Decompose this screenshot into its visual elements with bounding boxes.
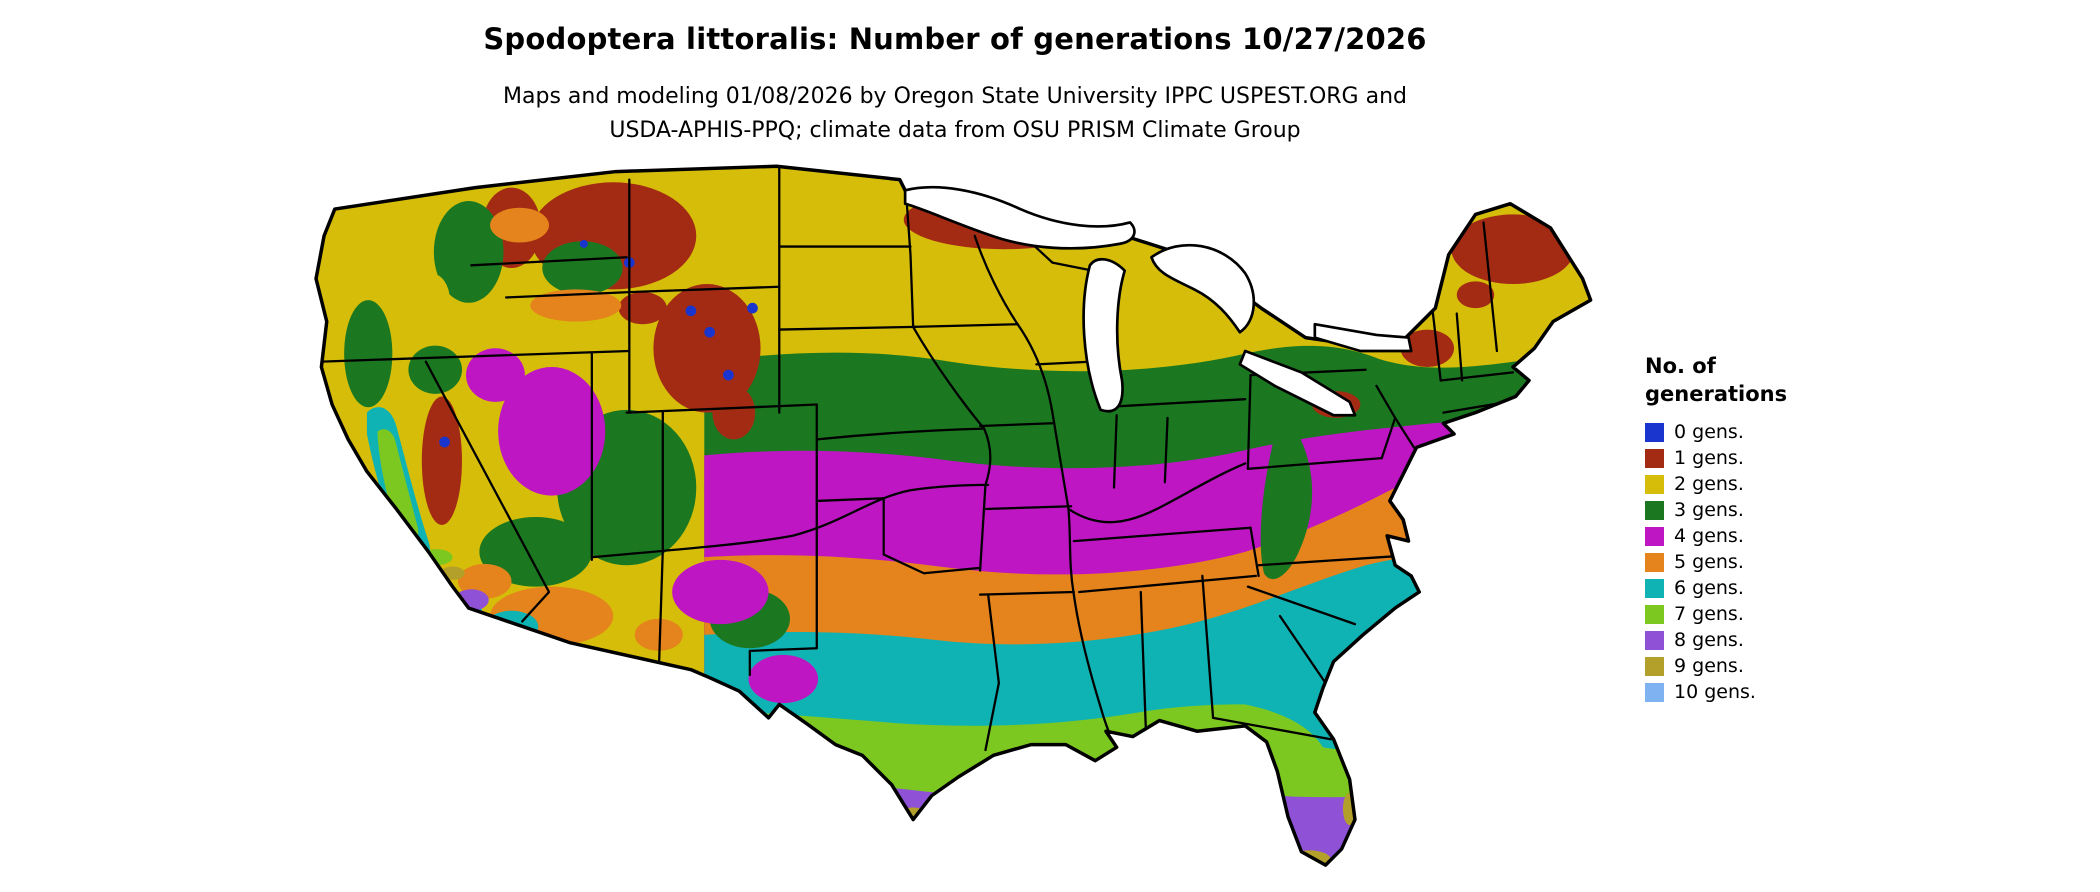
legend-label-1: 1 gens. — [1674, 447, 1744, 469]
lake-michigan — [1082, 258, 1127, 413]
state-borders — [317, 166, 1515, 752]
great-lakes — [903, 185, 1413, 417]
zone-appalachians-3-gens — [1260, 420, 1313, 580]
legend-item-6: 6 gens. — [1645, 578, 1865, 598]
legend-swatch-0 — [1645, 422, 1664, 442]
legend-swatch-1 — [1645, 448, 1664, 468]
legend-swatch-4 — [1645, 526, 1664, 546]
legend: No. of generations 0 gens. 1 gens. 2 gens.… — [1645, 352, 1865, 708]
legend-title: No. of generations — [1645, 352, 1865, 408]
zone-blobs-0-gens — [439, 239, 758, 448]
legend-swatch-3 — [1645, 500, 1664, 520]
zone-blobs-10-gens — [1267, 868, 1304, 879]
page-title: Spodoptera littoralis: Number of generat… — [483, 22, 1427, 56]
us-generations-map — [308, 150, 1600, 880]
legend-item-4: 4 gens. — [1645, 526, 1865, 546]
lake-erie — [1238, 349, 1357, 417]
legend-label-9: 9 gens. — [1674, 655, 1744, 677]
legend-label-3: 3 gens. — [1674, 499, 1744, 521]
legend-item-5: 5 gens. — [1645, 552, 1865, 572]
legend-label-2: 2 gens. — [1674, 473, 1744, 495]
legend-swatch-10 — [1645, 682, 1664, 702]
legend-swatch-7 — [1645, 604, 1664, 624]
zone-8-gens-band — [704, 779, 1591, 866]
legend-label-10: 10 gens. — [1674, 681, 1756, 703]
legend-title-line1: No. of — [1645, 354, 1716, 378]
legend-item-0: 0 gens. — [1645, 422, 1865, 442]
legend-item-7: 7 gens. — [1645, 604, 1865, 624]
subtitle-line2: USDA-APHIS-PPQ; climate data from OSU PR… — [609, 118, 1301, 143]
legend-item-10: 10 gens. — [1645, 682, 1865, 702]
legend-swatch-2 — [1645, 474, 1664, 494]
legend-item-8: 8 gens. — [1645, 630, 1865, 650]
legend-swatch-5 — [1645, 552, 1664, 572]
subtitle: Maps and modeling 01/08/2026 by Oregon S… — [0, 80, 1910, 148]
legend-swatch-6 — [1645, 578, 1664, 598]
zone-blobs-4-gens-west — [465, 348, 819, 704]
legend-item-3: 3 gens. — [1645, 500, 1865, 520]
legend-title-line2: generations — [1645, 382, 1788, 406]
us-map-svg — [314, 164, 1593, 879]
us-outline — [314, 164, 1593, 867]
legend-item-1: 1 gens. — [1645, 448, 1865, 468]
legend-label-0: 0 gens. — [1674, 421, 1744, 443]
subtitle-line1: Maps and modeling 01/08/2026 by Oregon S… — [503, 84, 1407, 109]
legend-swatch-9 — [1645, 656, 1664, 676]
legend-item-2: 2 gens. — [1645, 474, 1865, 494]
map-fill-zones — [316, 166, 1591, 879]
zone-7-gens-band — [704, 704, 1591, 866]
legend-label-7: 7 gens. — [1674, 603, 1744, 625]
lake-huron — [1150, 243, 1256, 334]
legend-label-8: 8 gens. — [1674, 629, 1744, 651]
legend-item-9: 9 gens. — [1645, 656, 1865, 676]
lake-superior — [903, 185, 1136, 250]
legend-label-6: 6 gens. — [1674, 577, 1744, 599]
legend-items: 0 gens. 1 gens. 2 gens. 3 gens. 4 gens. 5 gen… — [1645, 422, 1865, 702]
legend-label-4: 4 gens. — [1674, 525, 1744, 547]
lake-ontario — [1313, 322, 1413, 353]
legend-swatch-8 — [1645, 630, 1664, 650]
legend-label-5: 5 gens. — [1674, 551, 1744, 573]
